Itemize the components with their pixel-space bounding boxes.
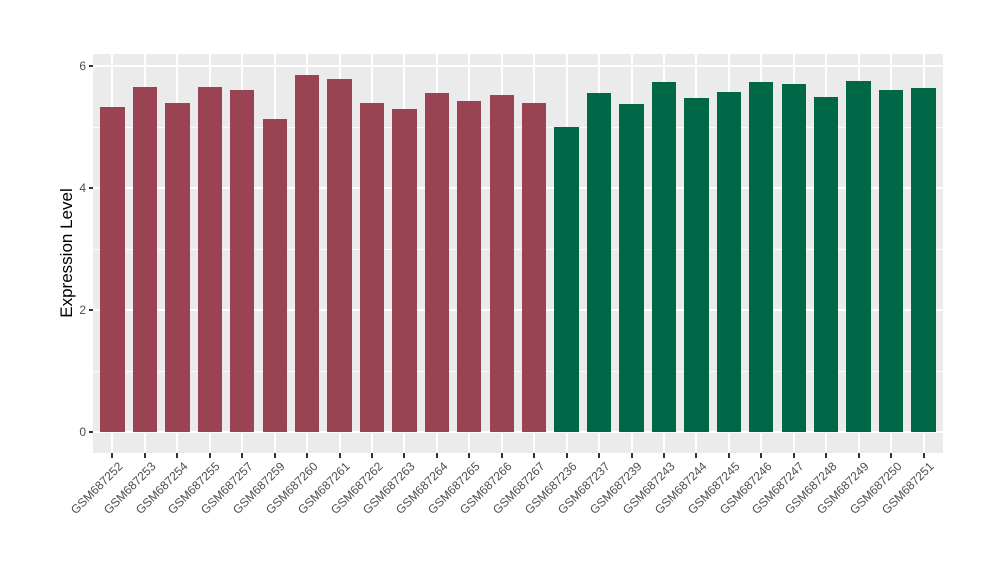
bar-GSM687265 [457,100,482,432]
bar-GSM687243 [651,82,677,432]
x-tick-mark-GSM687248 [825,453,828,458]
gridline-major-y6 [93,65,943,67]
x-tick-mark-GSM687239 [630,453,633,458]
gridline-major-y2 [93,309,943,311]
bar-GSM687262 [359,103,385,432]
bar-GSM687246 [749,81,774,432]
x-tick-mark-GSM687259 [273,453,276,458]
x-tick-mark-GSM687250 [890,453,893,458]
y-tick-label-4: 4 [79,181,86,195]
x-tick-mark-GSM687236 [565,453,568,458]
bar-GSM687250 [878,89,904,432]
x-tick-mark-GSM687254 [176,453,179,458]
bar-GSM687247 [781,84,806,432]
bar-GSM687245 [716,92,742,432]
x-tick-mark-GSM687247 [792,453,795,458]
bar-GSM687251 [911,87,936,432]
y-tick-label-6: 6 [79,59,86,73]
y-tick-mark-2 [89,309,93,311]
y-tick-mark-0 [89,431,93,433]
bar-GSM687255 [197,86,222,432]
y-tick-mark-6 [89,65,93,67]
y-tick-mark-4 [89,187,93,189]
bar-GSM687239 [619,104,644,432]
bar-GSM687260 [294,74,320,432]
x-tick-mark-GSM687245 [727,453,730,458]
bar-GSM687267 [522,103,547,432]
gridline-minor-y3 [93,248,943,250]
x-tick-mark-GSM687253 [143,453,146,458]
x-tick-mark-GSM687263 [403,453,406,458]
bar-GSM687259 [262,119,287,432]
x-tick-mark-GSM687246 [760,453,763,458]
bar-GSM687263 [392,109,417,432]
x-tick-mark-GSM687262 [371,453,373,458]
bar-GSM687248 [814,97,839,432]
bar-GSM687266 [489,95,514,432]
x-tick-mark-GSM687252 [111,453,114,458]
x-tick-mark-GSM687255 [208,453,211,458]
bar-GSM687253 [132,86,158,432]
gridline-minor-y5 [93,126,943,128]
x-tick-mark-GSM687261 [338,453,341,458]
x-tick-mark-GSM687249 [857,453,860,458]
x-tick-mark-GSM687237 [598,453,601,458]
x-tick-mark-GSM687251 [922,453,925,458]
x-tick-mark-GSM687260 [306,453,309,458]
y-tick-label-0: 0 [79,425,86,439]
bar-GSM687236 [554,127,579,432]
y-axis-title: Expression Level [57,188,76,318]
x-tick-mark-GSM687266 [500,453,503,458]
x-tick-mark-GSM687243 [662,453,665,458]
bar-GSM687257 [230,89,255,432]
bar-GSM687252 [100,107,125,432]
bar-GSM687244 [684,98,709,432]
x-tick-mark-GSM687265 [468,453,471,458]
x-tick-mark-GSM687244 [695,453,698,458]
bar-GSM687264 [424,93,450,432]
x-tick-mark-GSM687264 [435,453,438,458]
gridline-minor-y1 [93,370,943,372]
bar-GSM687261 [327,78,352,432]
gridline-major-y4 [93,187,943,189]
y-tick-label-2: 2 [79,303,86,317]
bar-GSM687249 [846,81,871,432]
x-tick-mark-GSM687257 [241,453,244,458]
plot-panel [93,54,943,453]
gridline-major-y0 [93,431,943,433]
x-tick-mark-GSM687267 [533,453,536,458]
bar-GSM687237 [586,93,612,432]
bar-GSM687254 [165,102,190,432]
